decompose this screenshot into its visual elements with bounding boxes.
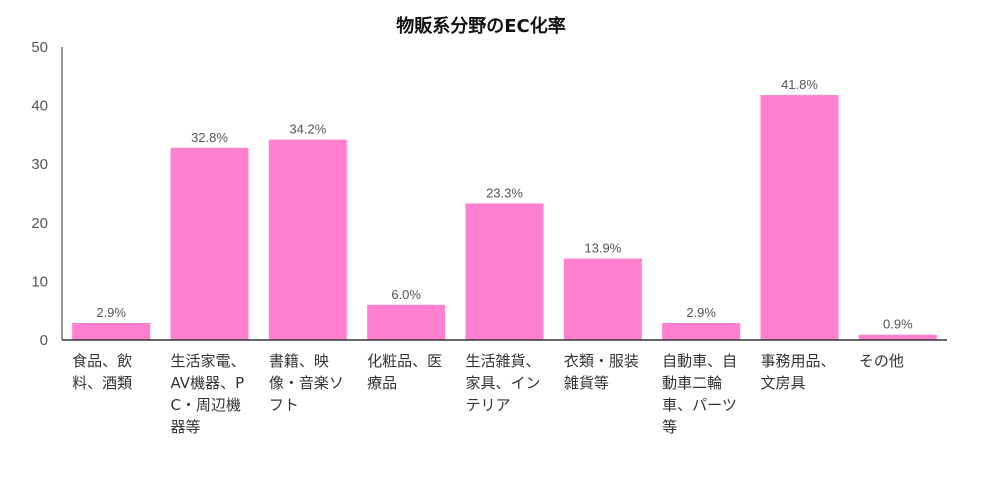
data-labels: 2.9% 32.8% 34.2% 6.0% 23.3% 13.9% 2.9% 41.8% 0.9… [96,77,913,332]
bar-value-label: 34.2% [289,122,326,137]
bar-value-label: 2.9% [96,305,126,320]
bar [760,95,839,340]
bar-series [72,95,937,340]
x-category-label: 衣類・服装雑貨等 [563,352,639,392]
bar [367,304,446,340]
bar [858,334,937,340]
y-tick-label: 0 [40,332,48,349]
bar [268,139,347,340]
x-category-label: 化粧品、医療品 [367,352,443,392]
x-category-label: 生活家電、AV機器、PC・周辺機器等 [170,352,246,436]
bar-value-label: 32.8% [191,130,228,145]
y-tick-label: 40 [31,98,48,115]
y-tick-label: 50 [31,39,48,56]
bar-value-label: 41.8% [781,77,818,92]
bar-value-label: 6.0% [391,287,421,302]
x-category-label: 生活雑貨、家具、インテリア [465,352,541,414]
chart-title: 物販系分野のEC化率 [396,15,566,37]
y-tick-label: 30 [31,156,48,173]
bar-value-label: 23.3% [486,185,523,200]
bar-value-label: 0.9% [883,317,913,332]
y-tick-label: 20 [31,215,48,232]
x-category-label: その他 [858,352,904,370]
bar [662,323,741,340]
bar [465,203,544,340]
x-category-label: 事務用品、文房具 [760,352,836,392]
bar [170,147,249,340]
y-tick-label: 10 [31,273,48,290]
bar [563,258,642,340]
bar-value-label: 2.9% [686,305,716,320]
x-category-label: 食品、飲料、酒類 [72,352,133,392]
x-category-label: 書籍、映像・音楽ソフト [268,352,344,414]
bar [72,323,151,340]
y-axis-ticks: 0 10 20 30 40 50 [31,39,48,349]
x-category-label: 自動車、自動車二輪車、パーツ等 [662,352,738,436]
bar-value-label: 13.9% [584,241,621,256]
